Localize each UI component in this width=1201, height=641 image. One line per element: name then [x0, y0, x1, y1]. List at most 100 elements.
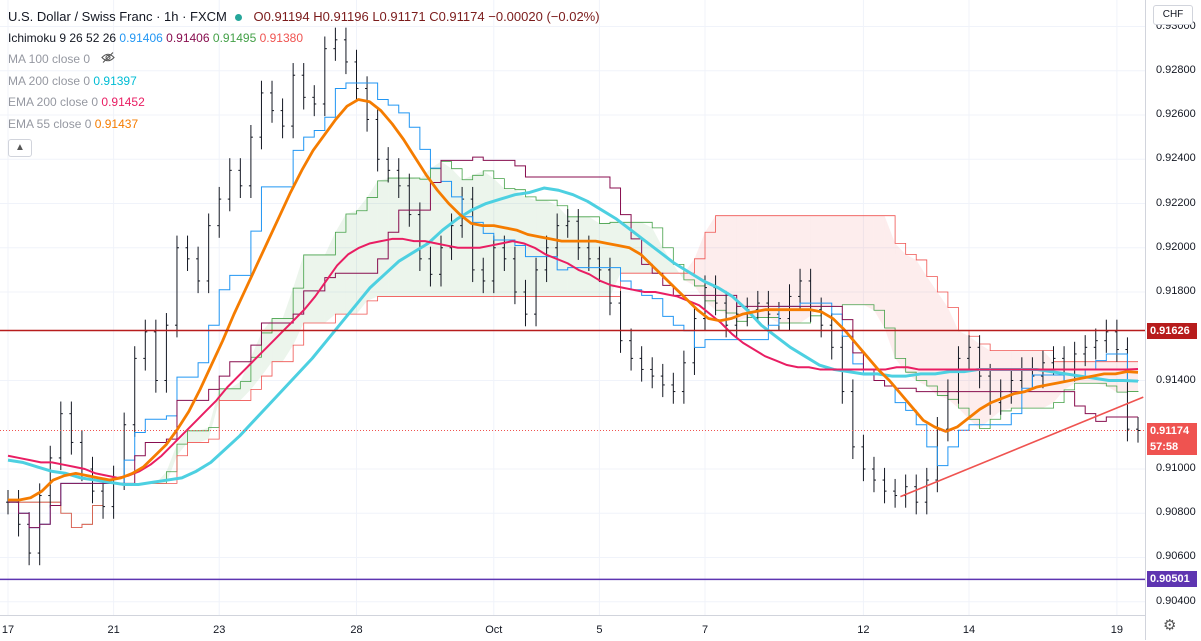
- cloud-segment: [1106, 361, 1117, 393]
- cloud-segment: [747, 215, 758, 318]
- x-tick-label: 19: [1110, 624, 1123, 636]
- y-tick-label: 0.92000: [1156, 240, 1196, 253]
- cloud-segment: [969, 336, 980, 429]
- series-ma-200: [7, 186, 1139, 486]
- resistance-price-label: 0.91626: [1147, 322, 1197, 339]
- y-tick-label: 0.91400: [1156, 373, 1196, 386]
- cloud-segment: [462, 175, 473, 297]
- series-ema-200: [7, 237, 1139, 479]
- cloud-segment: [536, 200, 547, 297]
- cloud-segment: [1011, 350, 1022, 409]
- cloud-segment: [409, 178, 420, 297]
- cloud-segment: [472, 170, 484, 297]
- y-tick-label: 0.90600: [1156, 550, 1196, 563]
- ichimoku-kijun-line: [8, 156, 1138, 529]
- cloud-segment: [715, 215, 727, 314]
- cloud-segment: [609, 222, 621, 297]
- cloud-segment: [852, 215, 864, 305]
- chevron-up-icon: ▲: [15, 142, 25, 153]
- x-tick-label: 28: [350, 624, 363, 636]
- cloud-segment: [1116, 361, 1128, 393]
- cloud-segment: [398, 178, 410, 297]
- cloud-segment: [810, 215, 822, 316]
- cloud-segment: [250, 332, 262, 390]
- ichimoku-span-b: [8, 215, 1138, 529]
- cloud-segment: [937, 292, 948, 400]
- ichimoku-value-2: 0.91406: [166, 30, 210, 45]
- ma100-legend[interactable]: MA 100 close 0: [8, 49, 600, 71]
- ichimoku-tenkan-line: [8, 82, 1139, 529]
- cloud-segment: [356, 197, 368, 315]
- cloud-segment: [176, 430, 188, 456]
- cloud-segment: [557, 205, 568, 297]
- eye-hidden-icon[interactable]: [101, 50, 116, 72]
- x-tick-label: 14: [962, 624, 976, 636]
- cloud-segment: [736, 215, 748, 322]
- cloud-segment: [916, 259, 927, 387]
- ema200-label: EMA 200 close 0: [8, 95, 99, 109]
- cloud-segment: [1085, 361, 1096, 384]
- cloud-segment: [493, 178, 505, 297]
- gear-icon[interactable]: ⚙: [1163, 617, 1177, 634]
- ema55-legend[interactable]: EMA 55 close 0 0.91437: [8, 114, 600, 136]
- cloud-segment: [92, 483, 104, 506]
- ma200-legend[interactable]: MA 200 close 0 0.91397: [8, 71, 600, 93]
- cloud-segment: [50, 502, 61, 514]
- y-tick-label: 0.92600: [1156, 108, 1196, 121]
- market-status-dot: [234, 13, 242, 21]
- cloud-segment: [1127, 361, 1138, 392]
- cloud-segment: [578, 216, 589, 297]
- price-axis[interactable]: 0.93000 0.92800 0.92600 0.92400 0.92200 0.920…: [1145, 0, 1201, 640]
- cloud-segment: [778, 215, 790, 323]
- cloud-segment: [293, 254, 304, 346]
- trendline: [900, 396, 1144, 498]
- cloud-segment: [599, 222, 610, 297]
- cloud-segment: [419, 168, 431, 297]
- cloud-segment: [229, 381, 241, 401]
- cloud-segment: [884, 215, 896, 359]
- open-value: O0.91194: [253, 9, 310, 24]
- ma200-value: 0.91397: [93, 73, 137, 88]
- cloud-segment: [1042, 350, 1054, 409]
- cloud-segment: [1021, 350, 1033, 409]
- cloud-segment: [388, 178, 399, 297]
- cloud-segment: [567, 216, 579, 297]
- ema200-value: 0.91452: [101, 95, 145, 109]
- ema55-value: 0.91437: [94, 116, 139, 131]
- ema55-label: EMA 55 close 0: [8, 116, 92, 131]
- cloud-segment: [81, 505, 93, 525]
- cloud-segment: [789, 215, 801, 323]
- price-chart[interactable]: [0, 0, 1145, 615]
- close-value: C0.91174: [429, 9, 485, 24]
- cloud-segment: [926, 276, 938, 396]
- cloud-segment: [768, 215, 779, 323]
- change-value: −0.00020 (−0.02%): [488, 9, 600, 24]
- symbol-title[interactable]: U.S. Dollar / Swiss Franc · 1h · FXCM: [8, 9, 227, 24]
- x-tick-label: 7: [701, 624, 709, 636]
- ichimoku-value-4: 0.91380: [259, 30, 304, 45]
- ichimoku-legend[interactable]: Ichimoku 9 26 52 26 0.91406 0.91406 0.91…: [8, 28, 600, 50]
- y-tick-label: 0.91800: [1156, 285, 1196, 297]
- cloud-segment: [303, 254, 315, 323]
- ichimoku-cloud: [8, 161, 1139, 529]
- cloud-segment: [588, 216, 600, 297]
- ema200-legend[interactable]: EMA 200 close 0 0.91452: [8, 92, 600, 114]
- cloud-segment: [377, 178, 389, 297]
- cloud-segment: [673, 264, 684, 280]
- ichimoku-value-3: 0.91495: [212, 30, 257, 45]
- cloud-segment: [1000, 350, 1012, 411]
- high-value: H0.91196: [313, 9, 369, 24]
- y-tick-label: 0.90800: [1156, 506, 1196, 519]
- currency-button[interactable]: CHF: [1153, 5, 1193, 25]
- time-axis[interactable]: 17 21 23 28 Oct 5 7 12 14 19: [0, 615, 1145, 641]
- collapse-legend-button[interactable]: ▲: [8, 139, 32, 157]
- ichimoku-label: Ichimoku 9 26 52 26: [8, 30, 117, 45]
- cloud-segment: [240, 357, 251, 401]
- cloud-segment: [694, 232, 706, 301]
- x-tick-label: 17: [1, 624, 15, 636]
- cloud-segment: [831, 215, 843, 307]
- cloud-segment: [895, 243, 906, 373]
- cloud-segment: [1032, 350, 1043, 409]
- y-tick-label: 0.92200: [1156, 196, 1196, 209]
- cloud-segment: [641, 222, 653, 274]
